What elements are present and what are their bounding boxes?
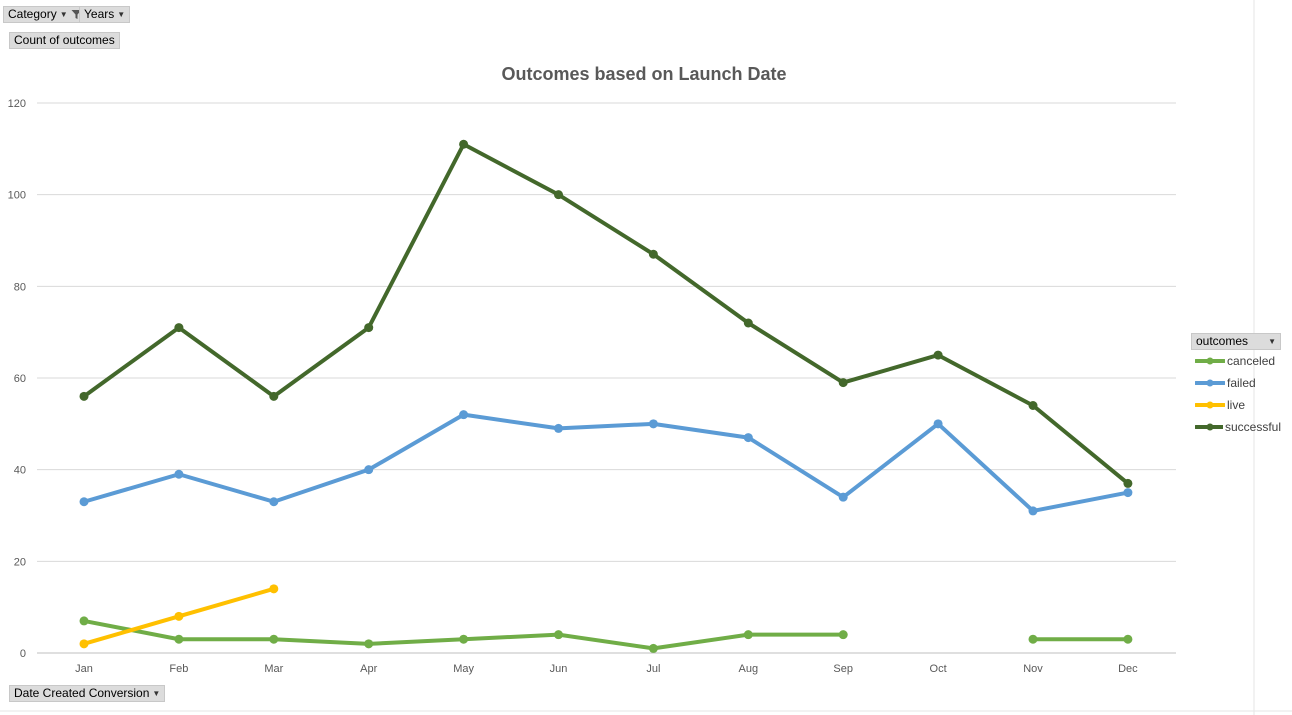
data-point-successful[interactable]: [933, 350, 943, 360]
y-tick-label: 100: [8, 190, 26, 202]
legend-item-canceled[interactable]: canceled: [1191, 350, 1281, 372]
y-tick-label: 0: [20, 648, 26, 660]
series-failed: [79, 410, 1133, 516]
data-point-successful[interactable]: [459, 139, 469, 149]
legend-label: live: [1227, 398, 1246, 412]
series-line-failed: [82, 412, 1130, 513]
legend-item-live[interactable]: live: [1191, 394, 1281, 416]
series-canceled: [79, 616, 1133, 653]
filter-funnel-icon: [71, 10, 82, 19]
x-tick-label: Apr: [360, 663, 377, 675]
data-point-canceled[interactable]: [459, 634, 469, 644]
x-tick-label: Feb: [169, 663, 188, 675]
legend-filter-button[interactable]: outcomes ▼: [1191, 333, 1281, 350]
data-point-failed[interactable]: [648, 419, 658, 429]
series-line-successful: [82, 142, 1130, 486]
x-tick-label: Oct: [930, 663, 947, 675]
category-filter-button[interactable]: Category ▼: [3, 6, 87, 23]
data-point-successful[interactable]: [648, 249, 658, 259]
y-axis-ticks: 0 20 40 60 80 100 120: [8, 98, 26, 660]
data-point-canceled[interactable]: [364, 639, 374, 649]
data-point-failed[interactable]: [838, 492, 848, 502]
data-point-live[interactable]: [174, 611, 184, 621]
data-point-failed[interactable]: [933, 419, 943, 429]
legend-label: successful: [1224, 420, 1281, 434]
data-point-live[interactable]: [79, 639, 89, 649]
y-tick-label: 80: [14, 281, 26, 293]
data-point-successful[interactable]: [554, 190, 563, 200]
data-point-canceled[interactable]: [269, 634, 279, 644]
legend-swatch-icon: [1195, 379, 1225, 387]
data-point-canceled[interactable]: [79, 616, 89, 626]
data-point-successful[interactable]: [364, 323, 374, 333]
years-filter-label: Years: [84, 7, 115, 21]
chart-title: Outcomes based on Launch Date: [501, 64, 786, 84]
data-point-canceled[interactable]: [174, 634, 184, 644]
x-tick-label: Sep: [833, 663, 853, 675]
values-field-label: Count of outcomes: [14, 33, 115, 47]
data-point-failed[interactable]: [1123, 488, 1133, 498]
data-point-canceled[interactable]: [743, 630, 753, 640]
data-point-failed[interactable]: [1028, 506, 1038, 516]
data-point-successful[interactable]: [1123, 478, 1133, 488]
data-point-canceled[interactable]: [648, 643, 658, 653]
x-tick-label: Aug: [739, 663, 759, 675]
x-tick-label: Jul: [646, 663, 660, 675]
data-point-canceled[interactable]: [1123, 634, 1133, 644]
data-point-canceled[interactable]: [554, 630, 563, 640]
legend-swatch-icon: [1195, 423, 1223, 431]
x-tick-label: Dec: [1118, 663, 1138, 675]
axis-field-label: Date Created Conversion: [14, 686, 150, 700]
series-live: [79, 584, 279, 649]
chart-series: [79, 139, 1133, 653]
axis-field-button[interactable]: Date Created Conversion ▼: [9, 685, 166, 702]
legend-swatch-icon: [1195, 357, 1225, 365]
y-tick-label: 40: [14, 465, 26, 477]
legend-title: outcomes: [1196, 334, 1249, 348]
legend-label: failed: [1227, 376, 1256, 390]
dropdown-arrow-icon: ▼: [117, 10, 126, 19]
data-point-successful[interactable]: [79, 391, 89, 401]
data-point-failed[interactable]: [364, 465, 374, 475]
data-point-failed[interactable]: [79, 497, 89, 507]
series-line-canceled: [82, 618, 846, 651]
data-point-failed[interactable]: [174, 469, 184, 479]
dropdown-arrow-icon: ▼: [59, 10, 68, 19]
data-point-successful[interactable]: [1028, 401, 1038, 410]
chart-gridlines: [37, 102, 1176, 654]
legend-item-failed[interactable]: failed: [1191, 372, 1281, 394]
x-tick-label: May: [453, 663, 474, 675]
data-point-successful[interactable]: [838, 378, 848, 388]
y-tick-label: 120: [8, 98, 26, 110]
legend: outcomes ▼ canceled failed live successful: [1191, 333, 1281, 438]
data-point-live[interactable]: [269, 584, 279, 594]
data-point-successful[interactable]: [174, 323, 184, 333]
series-successful: [79, 139, 1133, 488]
legend-label: canceled: [1227, 354, 1276, 368]
y-tick-label: 20: [14, 556, 26, 568]
dropdown-arrow-icon: ▼: [152, 689, 161, 698]
data-point-successful[interactable]: [269, 391, 279, 401]
x-axis-ticks: Jan Feb Mar Apr May Jun Jul Aug Sep Oct Nov Dec: [75, 663, 1138, 675]
category-filter-label: Category: [8, 7, 57, 21]
data-point-canceled[interactable]: [838, 630, 848, 640]
data-point-failed[interactable]: [743, 433, 753, 443]
x-tick-label: Nov: [1023, 663, 1043, 675]
y-tick-label: 60: [14, 373, 26, 385]
x-tick-label: Mar: [264, 663, 283, 675]
values-field-button[interactable]: Count of outcomes: [9, 32, 120, 49]
data-point-successful[interactable]: [743, 318, 753, 328]
data-point-canceled[interactable]: [1028, 634, 1038, 644]
years-filter-button[interactable]: Years ▼: [79, 6, 131, 23]
x-tick-label: Jun: [550, 663, 568, 675]
legend-item-successful[interactable]: successful: [1191, 416, 1281, 438]
x-tick-label: Jan: [75, 663, 93, 675]
legend-swatch-icon: [1195, 401, 1225, 409]
data-point-failed[interactable]: [459, 410, 469, 420]
data-point-failed[interactable]: [269, 497, 279, 507]
data-point-failed[interactable]: [554, 423, 563, 433]
dropdown-arrow-icon: ▼: [1268, 337, 1276, 346]
